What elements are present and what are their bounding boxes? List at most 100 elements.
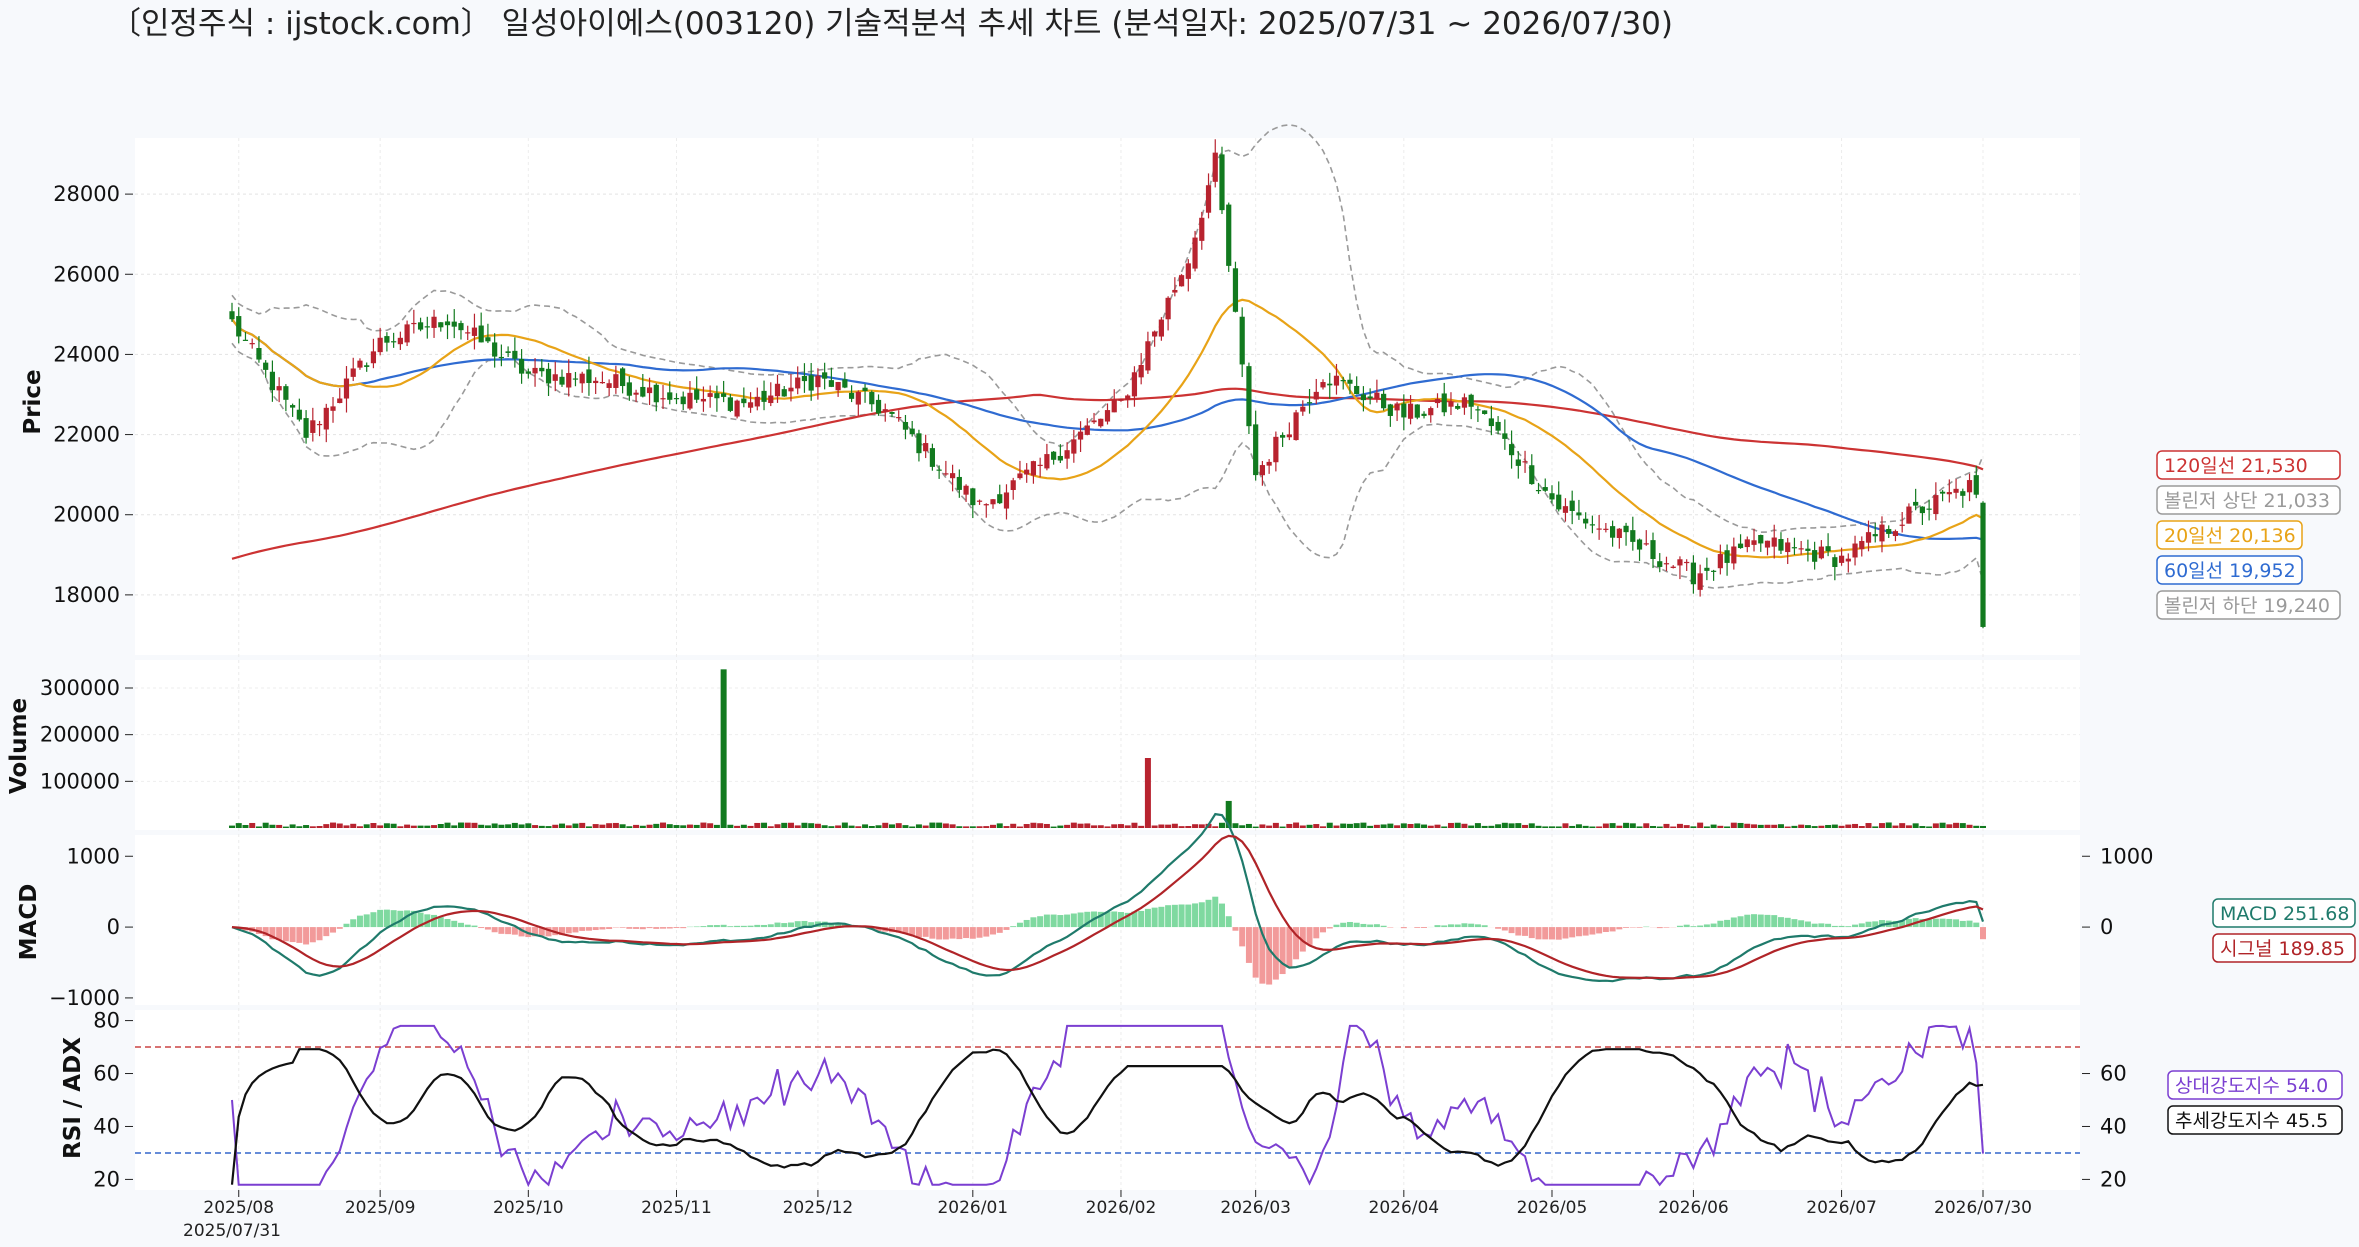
macd-histogram-bar	[1751, 914, 1758, 928]
candle-body	[1785, 542, 1791, 553]
macd-histogram-bar	[1077, 912, 1084, 928]
volume-bar	[1481, 825, 1488, 828]
candle-body	[976, 500, 983, 502]
macd-histogram-bar	[700, 926, 707, 928]
volume-bar	[1326, 822, 1333, 828]
volume-bar	[303, 825, 310, 828]
macd-histogram-bar	[599, 927, 606, 930]
candle-body	[377, 337, 383, 353]
legend-bb-lower-label: 볼린저 하단 19,240	[2164, 595, 2330, 617]
volume-bar	[276, 824, 283, 828]
volume-bar	[1710, 824, 1717, 828]
macd-histogram-bar	[1306, 927, 1313, 945]
candle-body	[303, 418, 309, 438]
candle-body	[1906, 506, 1912, 524]
volume-bar	[599, 824, 606, 828]
volume-bar	[774, 824, 781, 828]
volume-bar	[1266, 825, 1273, 828]
candle-body	[781, 389, 787, 397]
volume-bar	[336, 823, 343, 828]
volume-bar	[1165, 824, 1172, 828]
candle-body	[1199, 217, 1205, 241]
macd-histogram-bar	[397, 910, 404, 928]
candle-body	[1461, 397, 1468, 408]
macd-histogram-bar	[1057, 915, 1064, 928]
volume-bar	[330, 822, 337, 828]
candle-body	[1219, 154, 1225, 211]
volume-bar	[1555, 826, 1562, 828]
candle-body	[923, 443, 929, 452]
macd-histogram-bar	[1508, 927, 1515, 934]
volume-bar	[309, 826, 316, 828]
macd-histogram-bar	[1623, 927, 1630, 928]
volume-bar	[1784, 826, 1791, 828]
volume-bar	[390, 823, 397, 828]
volume-bar	[1777, 824, 1784, 828]
volume-bar	[343, 825, 350, 828]
macd-histogram-bar	[747, 925, 754, 928]
macd-histogram-bar	[377, 909, 384, 928]
candle-body	[1535, 489, 1542, 492]
macd-histogram-bar	[1690, 926, 1697, 928]
candle-body	[1354, 385, 1360, 395]
macd-histogram-bar	[1259, 927, 1266, 984]
macd-histogram-bar	[1804, 921, 1811, 928]
macd-histogram-bar	[1528, 927, 1535, 939]
candle-body	[1980, 502, 1986, 627]
candle-body	[1239, 316, 1245, 365]
candle-body	[451, 321, 457, 327]
candle-body	[1751, 540, 1757, 545]
macd-histogram-bar	[1535, 927, 1542, 940]
macd-histogram-bar	[1683, 924, 1690, 928]
candle-body	[1253, 424, 1259, 476]
volume-bar	[1683, 825, 1690, 828]
macd-histogram-bar	[1946, 918, 1953, 928]
candle-body	[808, 375, 814, 391]
candle-body	[1886, 528, 1892, 534]
price-panel	[135, 138, 2080, 655]
candle-body	[1596, 528, 1602, 530]
candle-body	[290, 405, 296, 408]
volume-bar	[1798, 824, 1805, 828]
macd-histogram-bar	[303, 927, 310, 945]
volume-bar	[1878, 823, 1885, 828]
volume-bar	[740, 824, 747, 828]
volume-bar	[1791, 825, 1798, 828]
macd-histogram-bar	[1798, 920, 1805, 928]
macd-histogram-bar	[1037, 916, 1044, 928]
volume-bar	[1131, 822, 1138, 828]
volume-bar	[1454, 822, 1461, 828]
candle-body	[1145, 341, 1151, 371]
volume-bar	[255, 826, 262, 828]
rsi-tick-label: 20	[93, 1167, 120, 1191]
macd-histogram-bar	[963, 927, 970, 939]
candle-body	[687, 392, 693, 409]
volume-bar	[1387, 823, 1394, 828]
candle-body	[1502, 433, 1508, 439]
macd-histogram-bar	[740, 925, 747, 928]
macd-histogram-bar	[1272, 927, 1279, 980]
volume-bar	[882, 822, 889, 828]
macd-histogram-bar	[478, 927, 485, 929]
candle-body	[1306, 402, 1313, 404]
macd-histogram-bar	[1124, 912, 1131, 928]
volume-bar	[1845, 824, 1852, 828]
candle-body	[492, 342, 498, 357]
volume-bar	[1158, 824, 1165, 828]
candle-body	[525, 371, 531, 374]
macd-histogram-bar	[1225, 916, 1232, 928]
volume-bar	[1037, 823, 1044, 828]
macd-histogram-bar	[1575, 927, 1582, 937]
volume-bar	[532, 825, 539, 828]
macd-tick-label: 1000	[67, 844, 120, 868]
volume-bar	[1589, 826, 1596, 828]
candle-body	[1569, 500, 1575, 511]
macd-histogram-bar	[1380, 925, 1387, 928]
price-tick-label: 20000	[53, 503, 120, 527]
candle-body	[815, 375, 821, 388]
candle-body	[963, 485, 969, 495]
volume-bar	[814, 823, 821, 828]
candle-body	[1340, 380, 1346, 382]
candle-body	[1192, 237, 1198, 269]
candle-body	[835, 381, 841, 391]
